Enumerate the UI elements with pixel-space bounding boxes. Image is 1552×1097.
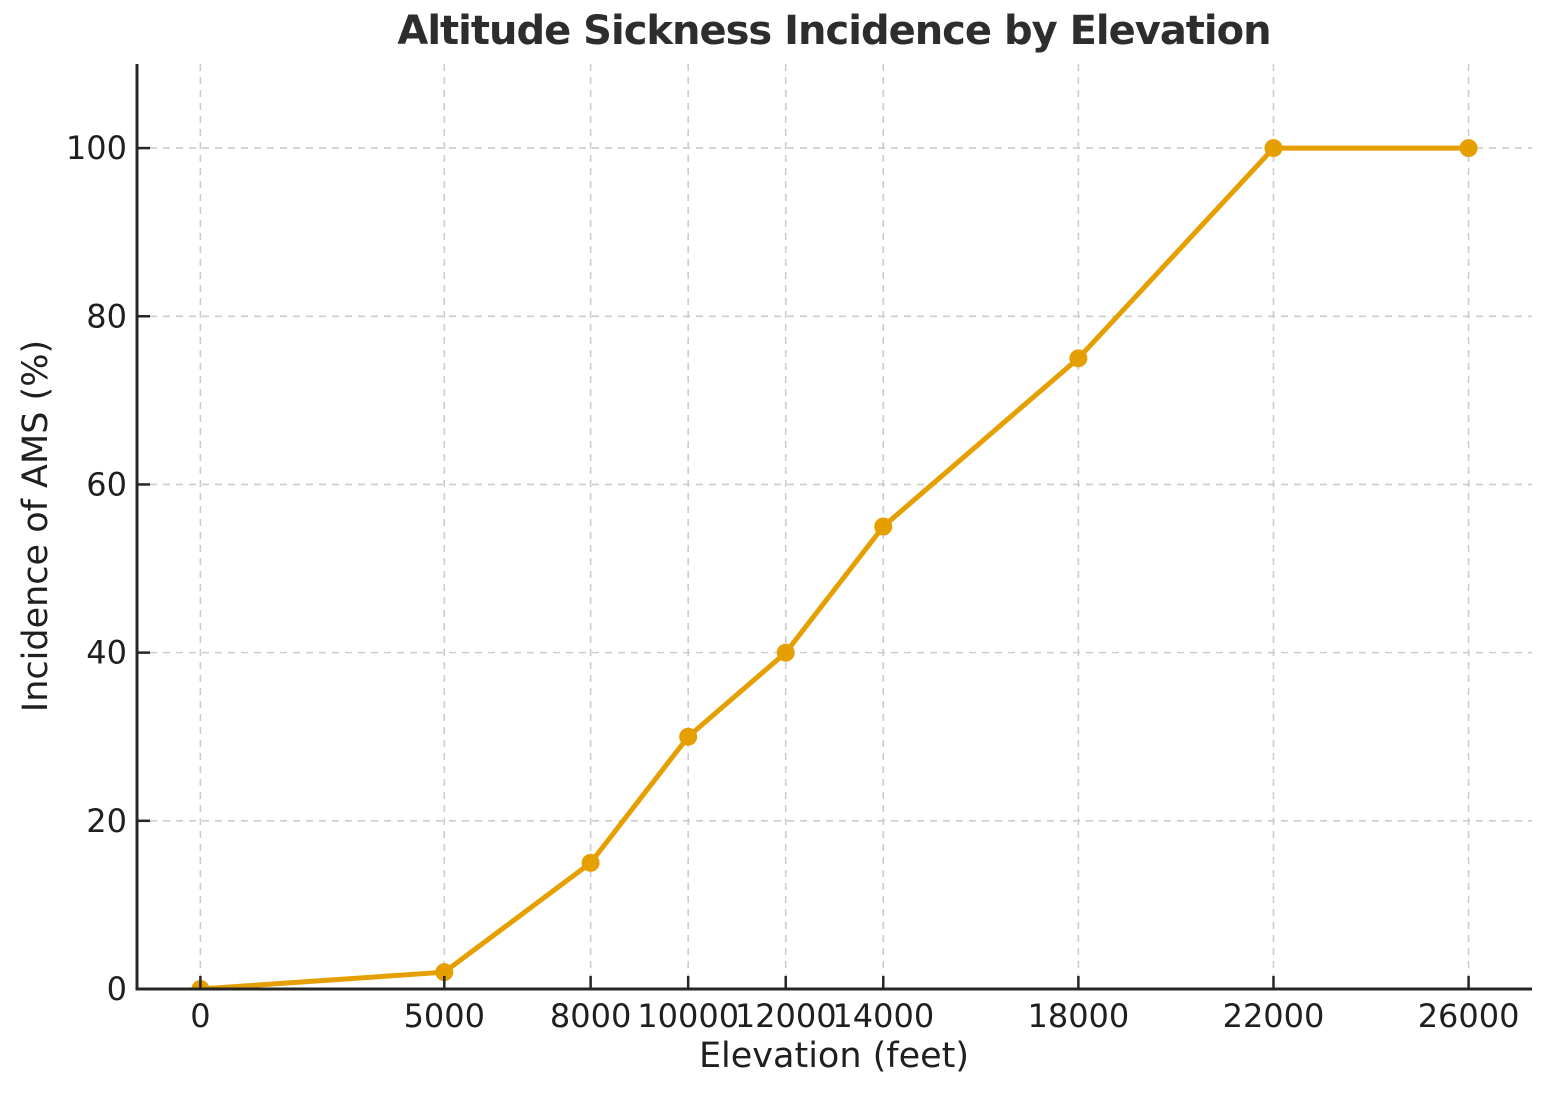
y-tick-label-0: 0 bbox=[107, 970, 127, 1008]
y-tick-label-20: 20 bbox=[86, 802, 127, 840]
y-tick-label-40: 40 bbox=[86, 634, 127, 672]
y-tick-label-80: 80 bbox=[86, 297, 127, 335]
x-tick-label-26000: 26000 bbox=[1418, 997, 1520, 1035]
data-point-14000 bbox=[874, 517, 893, 536]
x-axis-label: Elevation (feet) bbox=[698, 1036, 970, 1076]
x-tick-label-5000: 5000 bbox=[404, 997, 485, 1035]
data-point-22000 bbox=[1264, 139, 1283, 158]
data-point-8000 bbox=[581, 853, 600, 872]
x-tick-label-14000: 14000 bbox=[832, 997, 934, 1035]
x-tick-label-10000: 10000 bbox=[637, 997, 739, 1035]
data-point-5000 bbox=[435, 963, 454, 982]
ams-line bbox=[197, 145, 1472, 989]
chart-title: Altitude Sickness Incidence by Elevation bbox=[397, 8, 1271, 54]
x-tick-label-18000: 18000 bbox=[1027, 997, 1129, 1035]
x-tick-label-8000: 8000 bbox=[550, 997, 631, 1035]
data-point-10000 bbox=[679, 727, 698, 746]
y-tick-label-100: 100 bbox=[66, 129, 127, 167]
x-tick-label-12000: 12000 bbox=[735, 997, 837, 1035]
x-tick-label-22000: 22000 bbox=[1223, 997, 1325, 1035]
series-ams-incidence bbox=[191, 139, 1478, 989]
x-tick-label-0: 0 bbox=[190, 997, 210, 1035]
data-point-12000 bbox=[776, 643, 795, 662]
y-axis-label: Incidence of AMS (%) bbox=[16, 339, 56, 713]
data-point-26000 bbox=[1459, 139, 1478, 158]
y-tick-label-60: 60 bbox=[86, 465, 127, 503]
data-point-18000 bbox=[1069, 349, 1088, 368]
